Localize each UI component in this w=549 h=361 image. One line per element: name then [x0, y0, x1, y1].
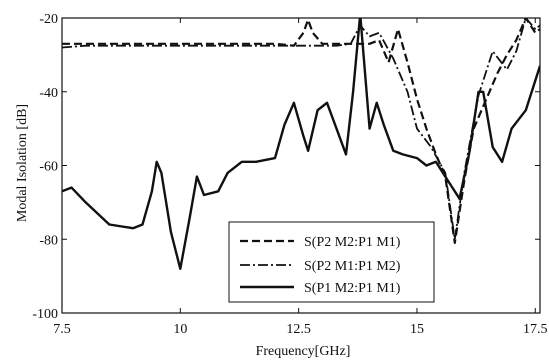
legend-label-series-1: S(P2 M2:P1 M1) [304, 235, 401, 250]
x-tick-label: 10 [173, 322, 187, 337]
legend: S(P2 M2:P1 M1) S(P2 M1:P1 M2) S(P1 M2:P1… [228, 221, 435, 303]
series-line-2 [62, 18, 540, 241]
series-line-1 [62, 18, 540, 244]
x-axis-title: Frequency[GHz] [256, 344, 351, 359]
series-line-3 [62, 18, 540, 270]
y-tick-label: -40 [39, 86, 58, 101]
legend-box [228, 221, 435, 303]
y-tick-label: -20 [39, 12, 58, 27]
legend-label-series-2: S(P2 M1:P1 M2) [304, 259, 401, 274]
legend-label-series-3: S(P1 M2:P1 M1) [304, 281, 401, 296]
x-tick-label: 17.5 [523, 322, 548, 337]
x-tick-label: 7.5 [53, 322, 71, 337]
plot-frame [61, 17, 541, 314]
series-lines [62, 18, 540, 270]
y-axis-title: Modal Isolation [dB] [15, 104, 30, 222]
y-axis-ticks: -100 -80 -60 -40 -20 [32, 12, 540, 322]
y-tick-label: -80 [39, 233, 58, 248]
y-tick-label: -100 [32, 307, 58, 322]
x-tick-label: 15 [410, 322, 424, 337]
x-axis-ticks: 7.5 10 12.5 15 17.5 [53, 18, 548, 337]
x-tick-label: 12.5 [286, 322, 311, 337]
y-tick-label: -60 [39, 160, 58, 175]
